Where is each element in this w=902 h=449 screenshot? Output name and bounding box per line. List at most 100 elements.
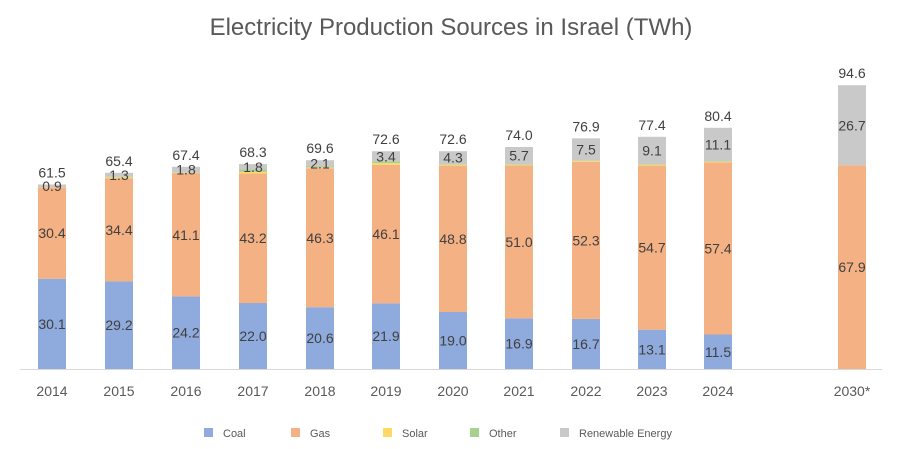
- x-tick-2018: 2018: [304, 383, 335, 399]
- data-label-gas-2016: 41.1: [172, 227, 199, 243]
- bar-renewable-energy-2021: [505, 147, 533, 165]
- bar-solar-2023: [638, 164, 666, 166]
- bar-renewable-energy-2016: [172, 166, 200, 173]
- total-label-2019: 72.6: [372, 131, 399, 147]
- bar-solar-2024: [704, 161, 732, 163]
- bar-gas-2024: [704, 162, 732, 335]
- data-label-gas-2024: 57.4: [704, 240, 731, 256]
- bar-other-2024: [704, 161, 732, 162]
- data-label-renewable-energy-2022: 7.5: [576, 142, 596, 158]
- data-label-gas-2021: 51.0: [505, 234, 532, 250]
- legend-label-solar: Solar: [402, 428, 428, 440]
- x-tick-2021: 2021: [503, 383, 534, 399]
- data-label-coal-2016: 24.2: [172, 325, 199, 341]
- data-label-coal-2017: 22.0: [239, 328, 266, 344]
- total-label-2016: 67.4: [172, 147, 199, 163]
- data-label-gas-2020: 48.8: [439, 231, 466, 247]
- data-label-gas-2018: 46.3: [306, 230, 333, 246]
- total-label-2024: 80.4: [704, 108, 731, 124]
- bar-solar-2021: [505, 164, 533, 166]
- bar-solar-2018: [306, 167, 334, 169]
- legend-label-renewable-energy: Renewable Energy: [579, 428, 672, 440]
- data-label-gas-2015: 34.4: [105, 222, 132, 238]
- bar-other-2015: [105, 176, 133, 178]
- data-label-coal-2018: 20.6: [306, 330, 333, 346]
- data-label-coal-2024: 11.5: [705, 344, 731, 360]
- bar-other-2017: [239, 169, 267, 172]
- bar-gas-2020: [439, 165, 467, 312]
- bar-other-2023: [638, 164, 666, 165]
- bar-gas-2015: [105, 178, 133, 282]
- bar-coal-2023: [638, 329, 666, 369]
- x-tick-2015: 2015: [103, 383, 134, 399]
- bar-renewable-energy-2019: [372, 151, 400, 162]
- bar-coal-2015: [105, 281, 133, 369]
- data-label-coal-2014: 30.1: [38, 316, 65, 332]
- data-label-gas-2023: 54.7: [638, 240, 665, 256]
- bar-other-2018: [306, 166, 334, 168]
- bar-coal-2020: [439, 312, 467, 369]
- bar-renewable-energy-2017: [239, 164, 267, 170]
- chart-title: Electricity Production Sources in Israel…: [209, 14, 693, 41]
- data-label-gas-2019: 46.1: [372, 226, 399, 242]
- data-label-coal-2020: 19.0: [439, 333, 466, 349]
- x-tick-2014: 2014: [36, 383, 67, 399]
- x-tick-2020: 2020: [437, 383, 468, 399]
- total-label-2023: 77.4: [638, 117, 665, 133]
- data-label-renewable-energy-2024: 11.1: [705, 136, 731, 152]
- x-tick-2030: 2030*: [834, 383, 871, 399]
- data-label-gas-2022: 52.3: [572, 232, 599, 248]
- bar-gas-2017: [239, 173, 267, 303]
- bar-other-2021: [505, 164, 533, 165]
- bar-gas-2030: [838, 165, 866, 369]
- bar-renewable-energy-2014: [38, 184, 66, 188]
- data-label-renewable-energy-2015: 1.3: [109, 167, 129, 183]
- bar-coal-2014: [38, 278, 66, 369]
- x-tick-2016: 2016: [170, 383, 201, 399]
- total-label-2022: 76.9: [572, 118, 599, 134]
- data-label-coal-2023: 13.1: [638, 341, 665, 357]
- legend-swatch-other: [470, 428, 479, 437]
- data-label-coal-2015: 29.2: [105, 317, 132, 333]
- bar-coal-2018: [306, 307, 334, 369]
- bar-gas-2016: [172, 173, 200, 297]
- data-label-coal-2022: 16.7: [572, 336, 599, 352]
- bar-other-2016: [172, 172, 200, 173]
- bar-coal-2016: [172, 296, 200, 369]
- x-tick-2017: 2017: [237, 383, 268, 399]
- data-label-gas-2030: 67.9: [838, 259, 865, 275]
- total-label-2014: 61.5: [38, 165, 65, 181]
- legend-label-coal: Coal: [223, 428, 246, 440]
- bar-solar-2022: [572, 161, 600, 162]
- bar-gas-2023: [638, 165, 666, 330]
- legend-swatch-solar: [383, 428, 392, 437]
- data-label-renewable-energy-2018: 2.1: [310, 155, 330, 171]
- total-label-2030: 94.6: [838, 65, 865, 81]
- x-tick-2023: 2023: [636, 383, 667, 399]
- data-label-renewable-energy-2017: 1.8: [243, 159, 263, 175]
- bar-gas-2014: [38, 187, 66, 279]
- bar-coal-2017: [239, 303, 267, 369]
- bar-coal-2024: [704, 334, 732, 369]
- total-label-2018: 69.6: [306, 140, 333, 156]
- total-label-2020: 72.6: [439, 131, 466, 147]
- bar-renewable-energy-2030: [838, 85, 866, 166]
- legend-label-gas: Gas: [310, 428, 331, 440]
- legend-swatch-coal: [204, 428, 213, 437]
- x-tick-2022: 2022: [570, 383, 601, 399]
- bar-solar-2017: [239, 171, 267, 174]
- bar-solar-2015: [105, 177, 133, 179]
- data-label-coal-2021: 16.9: [505, 336, 532, 352]
- x-tick-2024: 2024: [702, 383, 733, 399]
- x-tick-2019: 2019: [370, 383, 401, 399]
- data-label-renewable-energy-2016: 1.8: [176, 162, 196, 178]
- legend-swatch-gas: [291, 428, 300, 437]
- bar-coal-2019: [372, 303, 400, 369]
- bar-gas-2018: [306, 168, 334, 308]
- bar-other-2020: [439, 164, 467, 165]
- bar-coal-2022: [572, 318, 600, 369]
- bar-renewable-energy-2020: [439, 151, 467, 165]
- total-label-2015: 65.4: [105, 153, 132, 169]
- bar-solar-2019: [372, 163, 400, 165]
